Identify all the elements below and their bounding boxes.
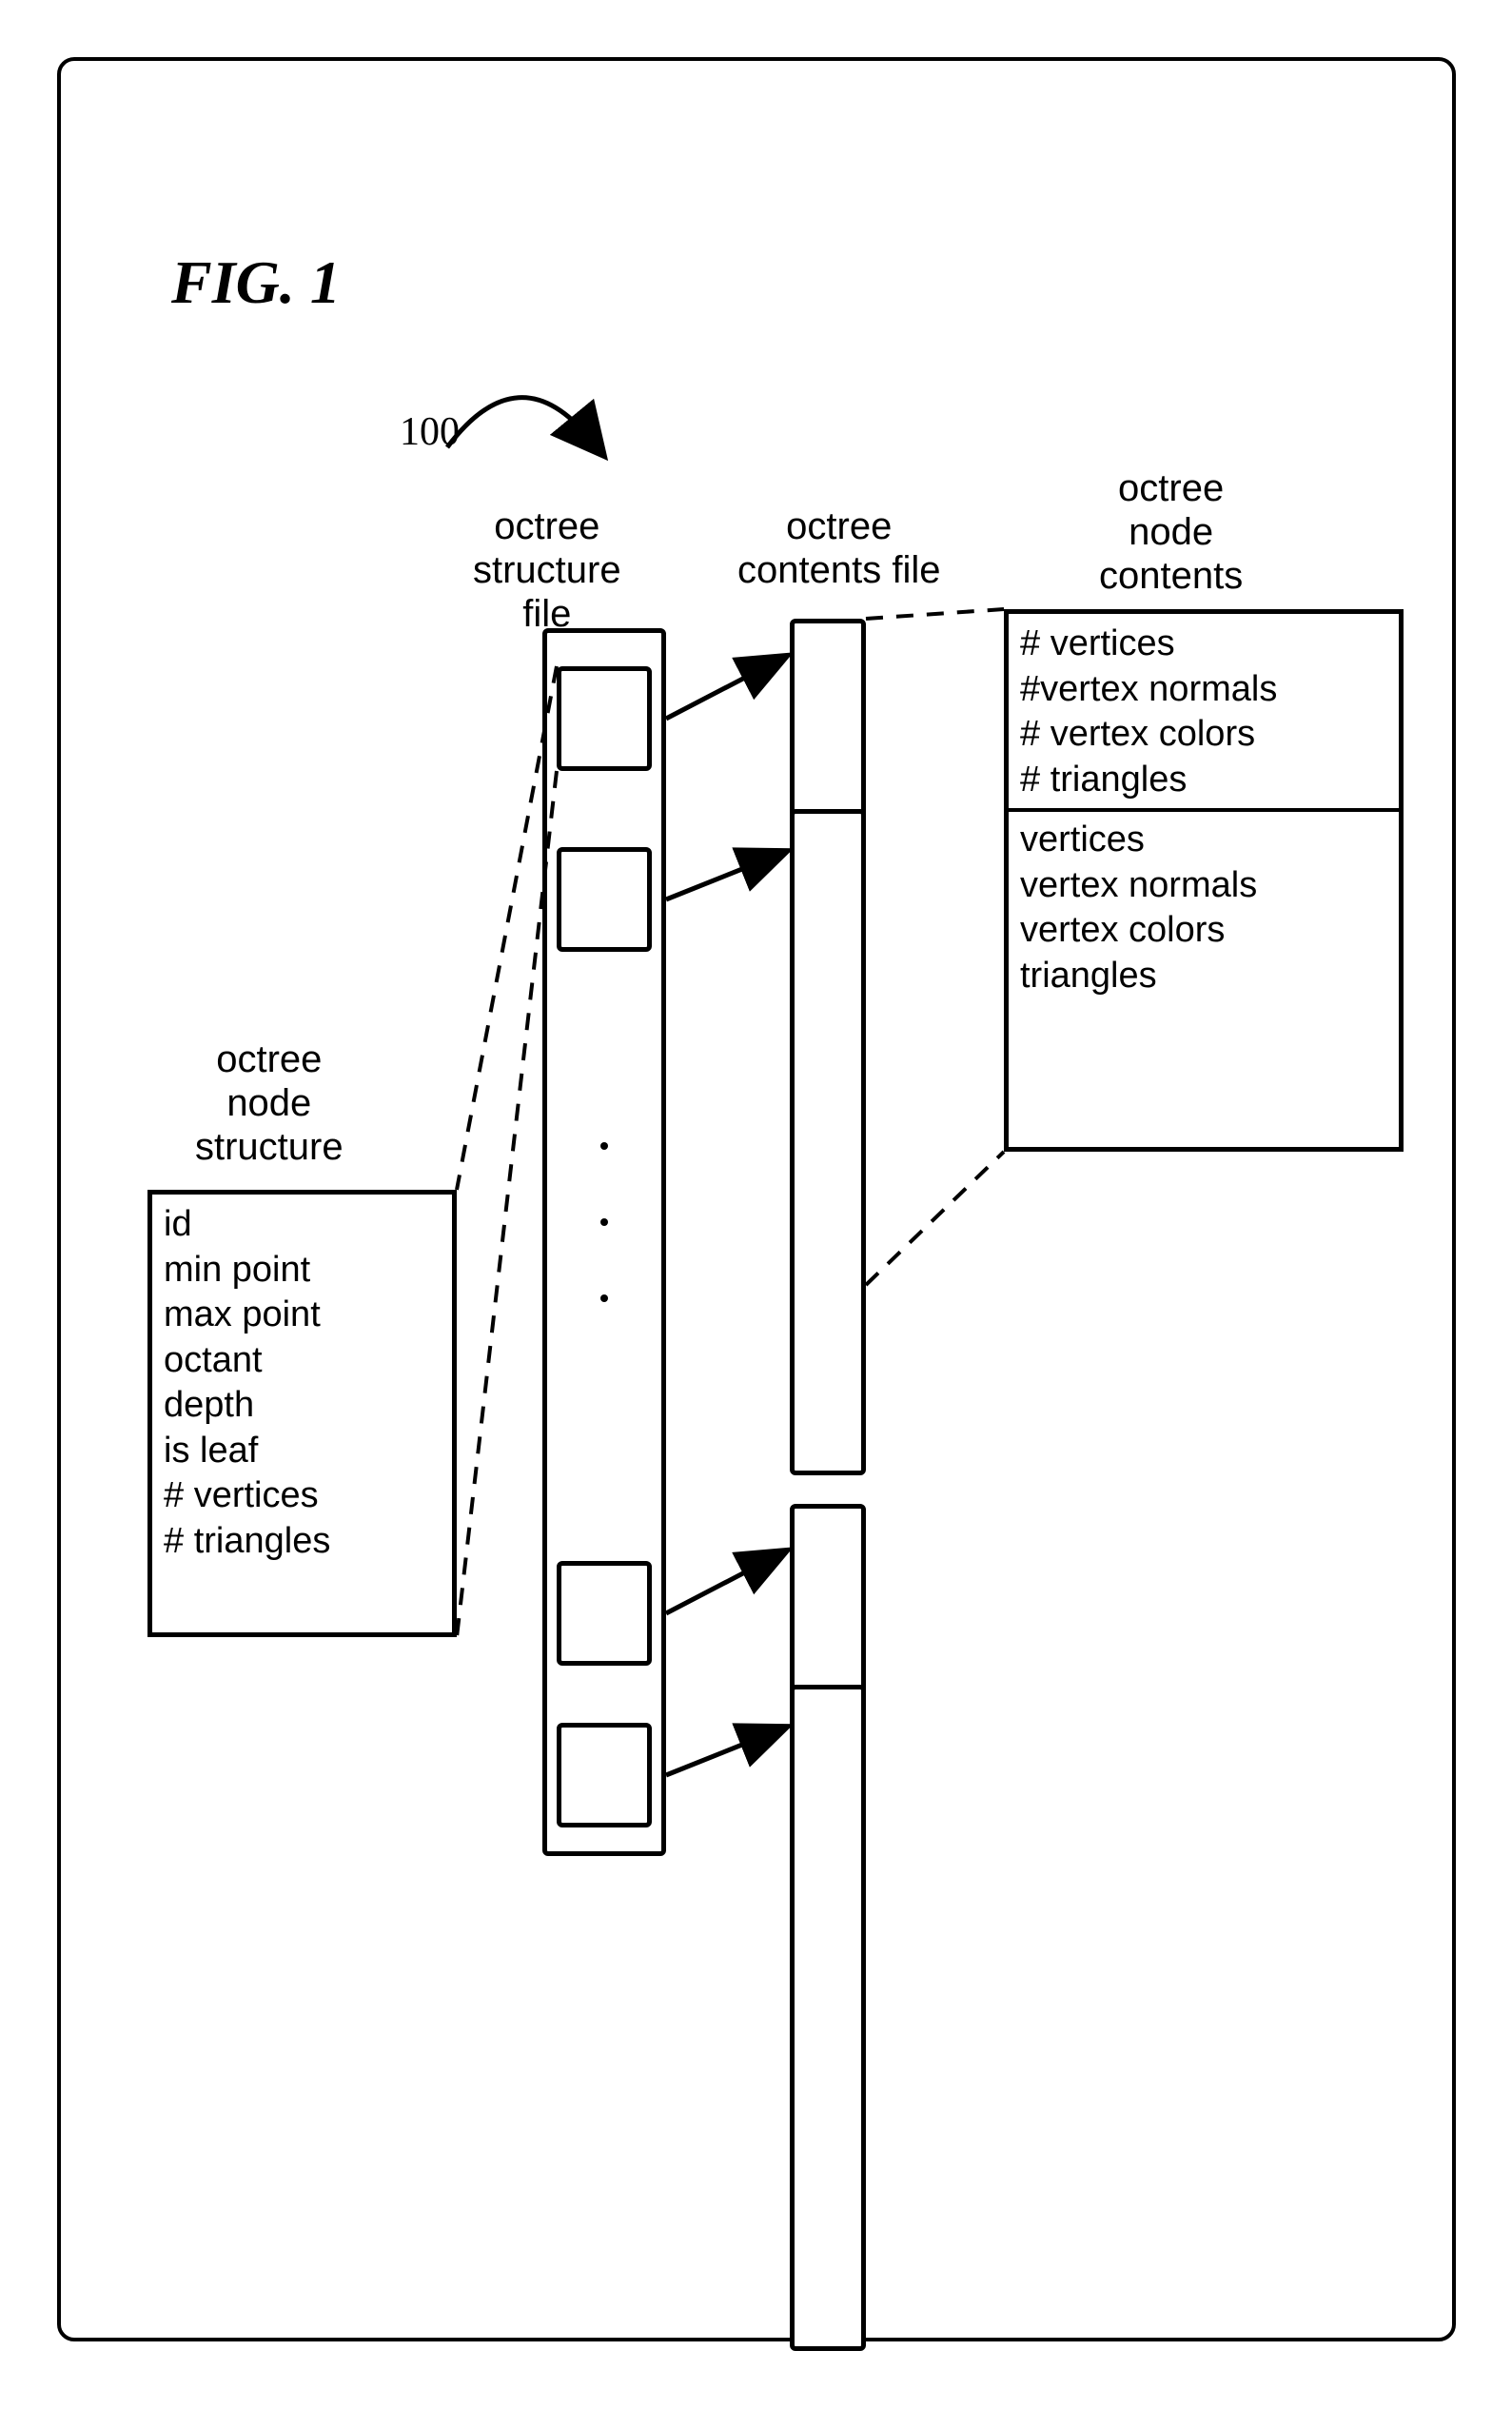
divider [1009, 808, 1399, 812]
node-structure-field: # triangles [164, 1519, 441, 1565]
node-contents-body-field: vertex normals [1020, 863, 1387, 909]
structure-cell [557, 666, 652, 771]
node-structure-box: idmin pointmax pointoctantdepthis leaf# … [147, 1190, 457, 1637]
node-structure-title: octreenodestructure [195, 1037, 344, 1169]
node-contents-body-field: vertices [1020, 818, 1387, 863]
node-contents-header-field: # triangles [1020, 758, 1387, 803]
structure-cell [557, 847, 652, 952]
node-structure-field: octant [164, 1338, 441, 1384]
node-structure-field: # vertices [164, 1473, 441, 1519]
contents-bar [790, 809, 866, 1475]
node-contents-body-field: vertex colors [1020, 908, 1387, 954]
contents-bar [790, 1685, 866, 2351]
node-contents-title: octreenodecontents [1099, 466, 1243, 598]
structure-file-container [542, 628, 666, 1856]
node-contents-body-field: triangles [1020, 954, 1387, 999]
figure-label-text: FIG. 1 [171, 248, 341, 316]
structure-cell [557, 1723, 652, 1827]
node-structure-field: id [164, 1202, 441, 1248]
node-contents-box: # vertices#vertex normals# vertex colors… [1004, 609, 1404, 1152]
node-structure-field: min point [164, 1248, 441, 1294]
node-contents-header-field: # vertex colors [1020, 712, 1387, 758]
reference-number-text: 100 [400, 410, 460, 454]
contents-file-title: octreecontents file [737, 504, 940, 592]
ellipsis-dot [600, 1294, 608, 1302]
node-contents-header-field: # vertices [1020, 622, 1387, 667]
node-structure-field: max point [164, 1293, 441, 1338]
structure-cell [557, 1561, 652, 1666]
node-contents-header-field: #vertex normals [1020, 667, 1387, 713]
node-structure-field: depth [164, 1383, 441, 1429]
ellipsis-dot [600, 1218, 608, 1226]
reference-number: 100 [400, 409, 460, 455]
figure-label: FIG. 1 [171, 247, 341, 318]
ellipsis-dot [600, 1142, 608, 1150]
structure-file-title: octreestructurefile [473, 504, 621, 636]
node-structure-field: is leaf [164, 1429, 441, 1474]
